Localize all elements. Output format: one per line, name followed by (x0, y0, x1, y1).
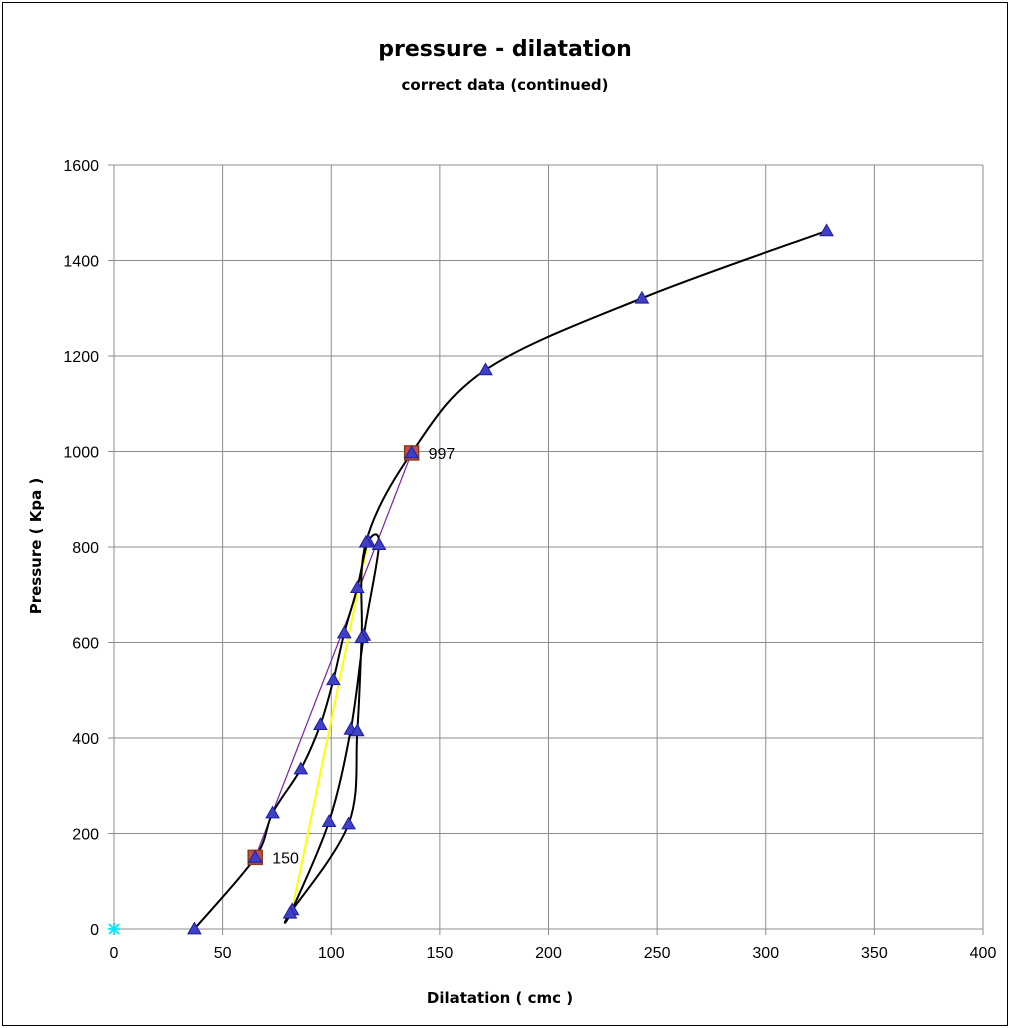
x-axis-label: Dilatation ( cmc ) (427, 989, 573, 1007)
x-tick-label: 150 (427, 945, 454, 962)
x-tick-label: 200 (535, 945, 562, 962)
triangle-marker (478, 362, 493, 376)
y-tick-label: 600 (72, 636, 99, 653)
x-tick-label: 50 (214, 945, 232, 962)
triangle-marker (819, 223, 834, 237)
origin-marker-stroke (108, 923, 120, 935)
main-series-line (193, 229, 827, 930)
triangle-marker (336, 625, 352, 639)
triangle-marker (371, 537, 387, 550)
triangle-marker (247, 849, 263, 863)
triangle-marker (326, 672, 341, 686)
purple-line (254, 452, 413, 858)
y-tick-label: 0 (90, 922, 99, 939)
y-tick-label: 1400 (63, 254, 99, 271)
x-tick-label: 300 (752, 945, 779, 962)
y-tick-label: 1600 (63, 158, 99, 175)
yellow-line (291, 541, 370, 911)
data-series: 150 997 (108, 223, 834, 935)
y-axis-label: Pressure ( Kpa ) (27, 478, 45, 615)
y-tick-label: 800 (72, 540, 99, 557)
x-tick-label: 350 (861, 945, 888, 962)
triangle-marker (313, 717, 328, 731)
chart-title: pressure - dilatation (378, 37, 631, 62)
triangle-marker (354, 630, 370, 644)
chart-subtitle: correct data (continued) (402, 76, 609, 94)
triangle-marker (341, 816, 356, 830)
triangle-marker (404, 445, 419, 459)
triangle-marker (321, 814, 337, 827)
x-tick-label: 400 (970, 945, 997, 962)
point-label: 997 (429, 446, 456, 463)
triangle-marker (349, 723, 365, 737)
triangle-marker (187, 921, 202, 935)
x-tick-label: 100 (318, 945, 345, 962)
y-tick-label: 400 (72, 731, 99, 748)
triangle-marker (358, 534, 374, 548)
tick-labels: 0 50 100 150 200 250 300 350 400 0 200 400 600 800 100… (63, 158, 996, 962)
triangle-marker (634, 290, 650, 304)
triangle-marker (293, 761, 309, 775)
triangle-marker (265, 805, 280, 819)
y-tick-label: 200 (72, 827, 99, 844)
y-tick-label: 1200 (63, 349, 99, 366)
grid (108, 164, 984, 935)
point-label: 150 (272, 850, 299, 867)
origin-marker (108, 923, 120, 935)
y-tick-label: 1000 (63, 445, 99, 462)
triangle-marker (349, 580, 365, 593)
x-tick-label: 250 (644, 945, 671, 962)
x-tick-label: 0 (110, 945, 119, 962)
triangle-marker (282, 905, 298, 919)
